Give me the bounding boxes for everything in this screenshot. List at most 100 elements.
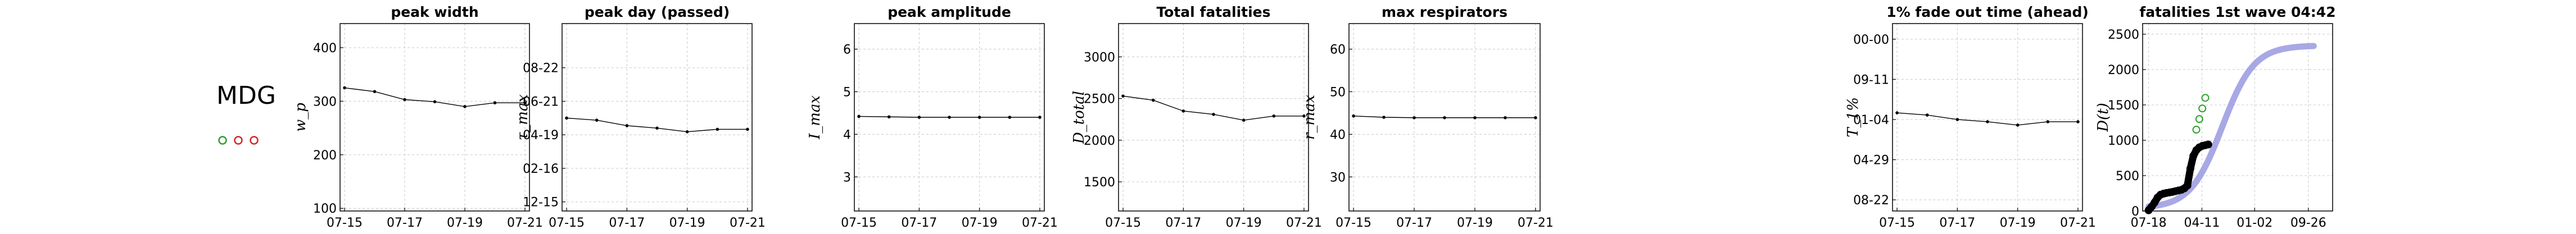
observed-point — [2204, 140, 2212, 149]
plot-frame — [854, 23, 1045, 212]
y-tick-label: 08-22 — [523, 62, 559, 76]
y-tick-label: 00-00 — [1853, 33, 1889, 47]
data-point — [1181, 109, 1185, 113]
x-tick-label: 07-15 — [1879, 216, 1915, 230]
x-tick-label: 07-15 — [549, 216, 585, 230]
data-point — [1534, 116, 1537, 120]
y-tick-label: 04-19 — [523, 129, 559, 143]
x-tick-label: 07-19 — [962, 216, 998, 230]
y-tick-label: 2500 — [1084, 93, 1115, 107]
x-tick-label: 09-26 — [2290, 216, 2326, 230]
status-marker-0 — [218, 136, 227, 145]
chart-title: 1% fade out time (ahead) — [1886, 4, 2089, 20]
data-point — [887, 115, 891, 119]
x-tick-label: 07-17 — [1165, 216, 1201, 230]
x-tick-label: 07-17 — [901, 216, 937, 230]
series-line — [344, 87, 525, 107]
chart-panel-4: Total fatalities D_total 1500 2000 2500 3000 0… — [1071, 4, 1322, 230]
y-axis-label: D_total — [1071, 91, 1088, 144]
x-tick-label: 01-02 — [2237, 216, 2272, 230]
observed-point — [2186, 164, 2194, 173]
data-point — [595, 118, 599, 122]
data-point — [2046, 120, 2050, 123]
y-tick-label: 4 — [843, 128, 851, 142]
data-point — [917, 116, 921, 119]
status-marker-row — [218, 136, 259, 145]
data-point — [403, 98, 406, 102]
y-tick-label: 02-16 — [523, 162, 559, 176]
series-line — [1122, 95, 1304, 121]
x-tick-label: 07-19 — [447, 216, 483, 230]
data-point — [1151, 98, 1155, 102]
y-tick-label: 100 — [313, 202, 337, 216]
y-tick-label: 500 — [2116, 169, 2139, 183]
y-axis-label: T_1% — [1845, 97, 1862, 137]
data-point — [1242, 118, 1246, 122]
fit-point — [2192, 126, 2201, 134]
data-point — [1008, 116, 1012, 119]
data-point — [625, 124, 629, 127]
y-tick-label: 0 — [2131, 205, 2139, 219]
x-tick-label: 07-21 — [1518, 216, 1554, 230]
chart-title: max respirators — [1382, 4, 1507, 20]
chart-panel-5: max respirators r_max 30 40 50 60 07-15 07-17 07… — [1301, 4, 1554, 230]
y-tick-label: 2000 — [1084, 134, 1115, 148]
data-point — [948, 116, 951, 119]
chart-title: peak amplitude — [888, 4, 1011, 20]
x-tick-label: 07-19 — [1226, 216, 1262, 230]
data-point — [523, 101, 527, 105]
y-tick-label: 50 — [1330, 85, 1346, 99]
data-point — [1473, 116, 1477, 120]
plot-frame — [1348, 23, 1541, 212]
plot-frame — [562, 23, 753, 212]
status-marker-2 — [250, 136, 259, 145]
series-line — [566, 117, 748, 132]
data-point — [1925, 113, 1929, 117]
y-axis-label: D(t) — [2095, 103, 2112, 132]
y-tick-label: 06-21 — [523, 95, 559, 109]
data-point — [1443, 116, 1446, 120]
data-point — [746, 127, 749, 131]
data-point — [1986, 120, 1989, 123]
y-tick-label: 400 — [313, 42, 337, 56]
y-tick-label: 2500 — [2108, 28, 2139, 42]
x-tick-label: 07-21 — [730, 216, 766, 230]
x-tick-label: 07-21 — [507, 216, 543, 230]
chart-panel-7: fatalities 1st wave 04:42 D(t) 0 500 1000 150… — [2095, 4, 2336, 230]
plot-frame — [1118, 23, 1309, 212]
data-point — [655, 126, 659, 130]
data-point — [1352, 114, 1355, 118]
data-point — [1955, 118, 1959, 121]
fit-point — [2195, 115, 2203, 123]
chart-panel-1: peak width w_p 100 200 300 400 07-15 07-17 07-19… — [292, 4, 543, 230]
y-tick-label: 60 — [1330, 43, 1346, 57]
data-point — [1382, 116, 1386, 119]
data-point — [433, 100, 437, 104]
chart-title: peak day (passed) — [585, 4, 730, 20]
data-point — [463, 105, 467, 108]
y-tick-label: 1000 — [2108, 134, 2139, 148]
x-tick-label: 07-18 — [2131, 216, 2167, 230]
country-code-label: MDG — [216, 81, 276, 110]
data-point — [373, 90, 377, 93]
data-point — [343, 86, 346, 90]
y-tick-label: 300 — [313, 95, 337, 109]
x-tick-label: 07-19 — [1457, 216, 1493, 230]
x-tick-label: 07-17 — [387, 216, 423, 230]
chart-panel-6: 1% fade out time (ahead) T_1% 08-22 04-29 01… — [1845, 4, 2096, 230]
data-point — [857, 114, 861, 118]
y-axis-label: I_max — [807, 95, 823, 140]
model-curve — [2145, 43, 2317, 210]
y-axis-label: w_p — [292, 103, 309, 132]
y-tick-label: 1500 — [2108, 99, 2139, 113]
x-tick-label: 04-11 — [2184, 216, 2220, 230]
observed-point — [2183, 181, 2192, 190]
y-tick-label: 04-29 — [1853, 154, 1889, 168]
x-tick-label: 07-15 — [327, 216, 363, 230]
y-tick-label: 08-22 — [1853, 194, 1889, 208]
y-tick-label: 3 — [843, 171, 851, 185]
data-point — [2016, 123, 2020, 127]
y-tick-label: 09-11 — [1853, 73, 1889, 87]
x-tick-label: 07-15 — [1105, 216, 1141, 230]
